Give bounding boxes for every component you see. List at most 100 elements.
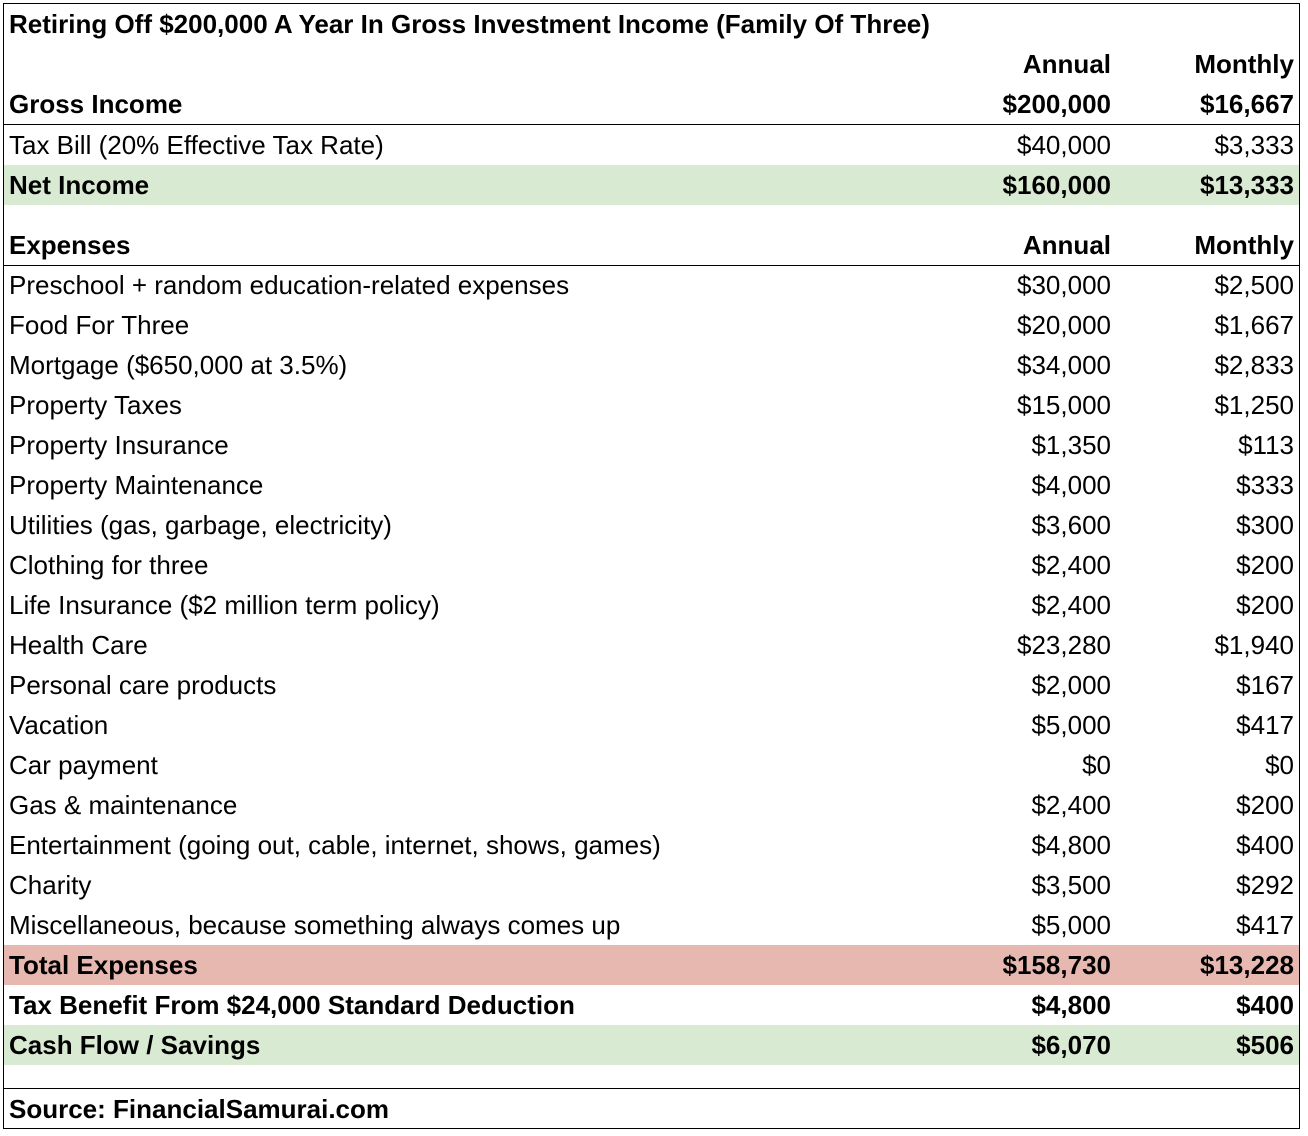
source-row: Source: FinancialSamurai.com — [4, 1088, 1299, 1129]
monthly-column-header: Monthly — [1194, 49, 1294, 79]
expense-annual: $4,800 — [1031, 830, 1111, 860]
expense-label: Utilities (gas, garbage, electricity) — [9, 510, 392, 540]
gross-income-label: Gross Income — [9, 89, 183, 119]
expense-monthly: $1,250 — [1214, 390, 1294, 420]
expense-label: Charity — [9, 870, 92, 900]
expense-row: Utilities (gas, garbage, electricity) $3,… — [4, 505, 1299, 545]
tax-benefit-label: Tax Benefit From $24,000 Standard Deduct… — [9, 990, 575, 1020]
expense-row: Property Insurance $1,350 $113 — [4, 425, 1299, 465]
expense-monthly: $1,940 — [1214, 630, 1294, 660]
expense-annual: $34,000 — [1017, 350, 1111, 380]
expense-annual: $5,000 — [1031, 910, 1111, 940]
expense-monthly: $200 — [1236, 790, 1294, 820]
tax-bill-row: Tax Bill (20% Effective Tax Rate) $40,00… — [4, 125, 1299, 165]
net-income-monthly: $13,333 — [1200, 170, 1294, 200]
expense-annual: $30,000 — [1017, 270, 1111, 300]
budget-table: Retiring Off $200,000 A Year In Gross In… — [3, 3, 1300, 1129]
expense-row: Clothing for three $2,400 $200 — [4, 545, 1299, 585]
expenses-annual-header: Annual — [1022, 230, 1111, 260]
net-income-label: Net Income — [9, 170, 150, 200]
expenses-header-row: Expenses Annual Monthly — [4, 225, 1299, 266]
expense-annual: $2,400 — [1031, 790, 1111, 820]
expense-row: Property Maintenance $4,000 $333 — [4, 465, 1299, 505]
expense-row: Life Insurance ($2 million term policy) $… — [4, 585, 1299, 625]
tax-bill-label: Tax Bill (20% Effective Tax Rate) — [9, 130, 384, 160]
expense-annual: $2,400 — [1031, 590, 1111, 620]
expense-annual: $4,000 — [1031, 470, 1111, 500]
expense-monthly: $300 — [1236, 510, 1294, 540]
expense-monthly: $167 — [1236, 670, 1294, 700]
expense-row: Car payment $0 $0 — [4, 745, 1299, 785]
expense-row: Food For Three $20,000 $1,667 — [4, 305, 1299, 345]
total-expenses-monthly: $13,228 — [1200, 950, 1294, 980]
expense-row: Gas & maintenance $2,400 $200 — [4, 785, 1299, 825]
expense-monthly: $2,500 — [1214, 270, 1294, 300]
expense-annual: $15,000 — [1017, 390, 1111, 420]
tax-benefit-monthly: $400 — [1236, 990, 1294, 1020]
expense-row: Property Taxes $15,000 $1,250 — [4, 385, 1299, 425]
expense-monthly: $113 — [1238, 430, 1294, 460]
expense-row: Preschool + random education-related exp… — [4, 265, 1299, 305]
table-title: Retiring Off $200,000 A Year In Gross In… — [9, 9, 930, 39]
expense-label: Mortgage ($650,000 at 3.5%) — [9, 350, 348, 380]
expense-annual: $20,000 — [1017, 310, 1111, 340]
expense-annual: $23,280 — [1017, 630, 1111, 660]
expense-label: Clothing for three — [9, 550, 209, 580]
gross-income-annual: $200,000 — [1002, 89, 1111, 119]
expense-label: Life Insurance ($2 million term policy) — [9, 590, 440, 620]
expense-monthly: $333 — [1236, 470, 1294, 500]
expense-monthly: $200 — [1236, 550, 1294, 580]
expense-label: Miscellaneous, because something always … — [9, 910, 621, 940]
expense-row: Charity $3,500 $292 — [4, 865, 1299, 905]
expense-monthly: $417 — [1236, 710, 1294, 740]
expense-label: Personal care products — [9, 670, 277, 700]
expense-label: Vacation — [9, 710, 109, 740]
expense-monthly: $0 — [1265, 750, 1294, 780]
expense-monthly: $417 — [1236, 910, 1294, 940]
gross-income-row: Gross Income $200,000 $16,667 — [4, 84, 1299, 125]
expense-monthly: $2,833 — [1214, 350, 1294, 380]
income-column-header-row: Annual Monthly — [4, 44, 1299, 84]
expense-row: Entertainment (going out, cable, interne… — [4, 825, 1299, 865]
annual-column-header: Annual — [1022, 49, 1111, 79]
expense-annual: $3,500 — [1031, 870, 1111, 900]
tax-bill-monthly: $3,333 — [1214, 130, 1294, 160]
expense-label: Property Maintenance — [9, 470, 264, 500]
expense-annual: $3,600 — [1031, 510, 1111, 540]
tax-benefit-annual: $4,800 — [1031, 990, 1111, 1020]
expense-annual: $5,000 — [1031, 710, 1111, 740]
expense-label: Gas & maintenance — [9, 790, 238, 820]
tax-benefit-row: Tax Benefit From $24,000 Standard Deduct… — [4, 985, 1299, 1025]
expense-monthly: $200 — [1236, 590, 1294, 620]
expense-annual: $0 — [1082, 750, 1111, 780]
expense-monthly: $292 — [1236, 870, 1294, 900]
expense-label: Food For Three — [9, 310, 190, 340]
gross-income-monthly: $16,667 — [1200, 89, 1294, 119]
expense-annual: $2,400 — [1031, 550, 1111, 580]
source-text: Source: FinancialSamurai.com — [9, 1094, 390, 1124]
expense-monthly: $400 — [1236, 830, 1294, 860]
cash-flow-label: Cash Flow / Savings — [9, 1030, 261, 1060]
expense-label: Health Care — [9, 630, 148, 660]
cash-flow-row: Cash Flow / Savings $6,070 $506 — [4, 1025, 1299, 1065]
tax-bill-annual: $40,000 — [1017, 130, 1111, 160]
expense-label: Property Insurance — [9, 430, 229, 460]
expense-annual: $2,000 — [1031, 670, 1111, 700]
expense-monthly: $1,667 — [1214, 310, 1294, 340]
expense-label: Preschool + random education-related exp… — [9, 270, 570, 300]
expense-annual: $1,350 — [1031, 430, 1111, 460]
net-income-annual: $160,000 — [1002, 170, 1111, 200]
expense-row: Health Care $23,280 $1,940 — [4, 625, 1299, 665]
total-expenses-annual: $158,730 — [1002, 950, 1111, 980]
total-expenses-row: Total Expenses $158,730 $13,228 — [4, 945, 1299, 985]
net-income-row: Net Income $160,000 $13,333 — [4, 165, 1299, 205]
total-expenses-label: Total Expenses — [9, 950, 198, 980]
expense-label: Property Taxes — [9, 390, 182, 420]
expense-label: Entertainment (going out, cable, interne… — [9, 830, 661, 860]
expense-label: Car payment — [9, 750, 158, 780]
expense-row: Mortgage ($650,000 at 3.5%) $34,000 $2,833 — [4, 345, 1299, 385]
cash-flow-monthly: $506 — [1236, 1030, 1294, 1060]
cash-flow-annual: $6,070 — [1031, 1030, 1111, 1060]
expenses-monthly-header: Monthly — [1194, 230, 1294, 260]
expenses-header-label: Expenses — [9, 230, 131, 260]
